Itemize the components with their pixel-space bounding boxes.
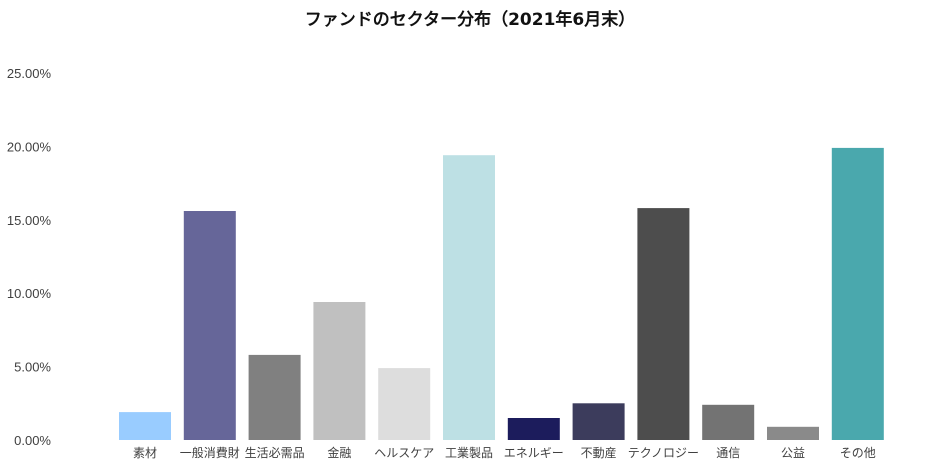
bar (248, 354, 301, 440)
bar (119, 412, 171, 440)
y-axis: 0.00% 5.00% 10.00% 15.00% 20.00% 25.00% (7, 66, 52, 448)
y-tick-label: 5.00% (14, 360, 51, 375)
bar (378, 368, 431, 440)
bar (637, 208, 690, 440)
y-tick-label: 0.00% (14, 433, 51, 448)
x-tick-label: 素材 (133, 446, 157, 460)
x-tick-label: 金融 (327, 445, 351, 460)
x-tick-label: 一般消費財 (180, 445, 240, 460)
x-axis: 素材 一般消費財 生活必需品 金融 ヘルスケア 工業製品 エネルギー 不動産 テクノロジー 通信 公… (133, 445, 876, 460)
bar (767, 426, 819, 440)
y-tick-label: 15.00% (7, 213, 52, 228)
x-tick-label: 生活必需品 (245, 446, 305, 460)
x-tick-label: テクノロジー (628, 446, 699, 460)
y-tick-label: 10.00% (7, 286, 52, 301)
bar (507, 418, 560, 440)
bar (183, 211, 236, 440)
x-tick-label: 工業製品 (445, 446, 493, 460)
x-tick-label: ヘルスケア (374, 446, 434, 460)
x-tick-label: 通信 (716, 446, 740, 460)
bars (119, 147, 884, 440)
bar (443, 155, 495, 440)
bar (831, 147, 884, 440)
x-tick-label: エネルギー (504, 446, 564, 460)
x-tick-label: 不動産 (581, 445, 617, 460)
y-tick-label: 25.00% (7, 66, 52, 81)
bar (313, 302, 366, 440)
bar (572, 403, 625, 440)
bar (702, 404, 755, 440)
x-tick-label: その他 (840, 446, 876, 460)
x-tick-label: 公益 (781, 446, 805, 460)
y-tick-label: 20.00% (7, 139, 52, 154)
chart-title: ファンドのセクター分布（2021年6月末） (305, 9, 635, 30)
